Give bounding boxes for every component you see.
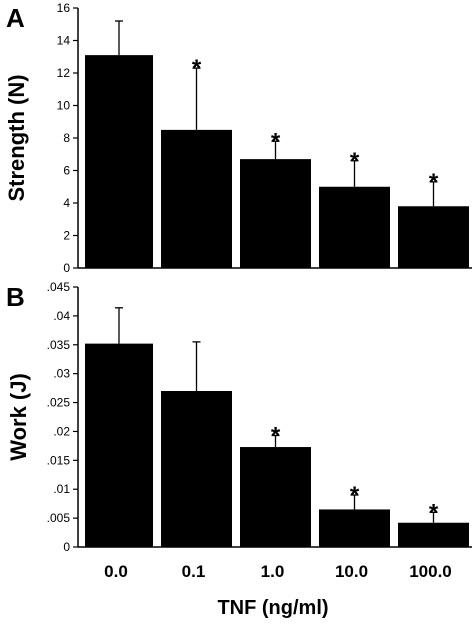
x-tick-label: 100.0 (409, 562, 452, 581)
significance-star: * (271, 128, 281, 155)
bar (161, 129, 232, 268)
significance-star: * (350, 482, 360, 509)
y-tick-label: 2 (63, 229, 70, 243)
y-tick-label: 0 (63, 261, 70, 275)
significance-star: * (192, 55, 202, 82)
bar (240, 159, 311, 268)
panel-label: A (6, 3, 25, 33)
y-tick-label: .025 (47, 396, 71, 410)
significance-star: * (350, 148, 360, 175)
y-tick-label: .005 (47, 511, 71, 525)
panel-a: A Strength (N) 0 2 4 6 8 10 12 14 16 * * * * (4, 1, 472, 275)
x-tick-label: 0.0 (104, 562, 128, 581)
y-axis-label: Strength (N) (4, 74, 29, 201)
y-tick-label: 14 (57, 34, 71, 48)
y-tick-label: .035 (47, 338, 71, 352)
x-tick-label: 0.1 (182, 562, 206, 581)
significance-star: * (271, 422, 281, 449)
y-tick-label: .015 (47, 453, 71, 467)
y-tick-label: .045 (47, 280, 71, 294)
y-tick-label: 12 (57, 66, 71, 80)
y-tick-label: 8 (63, 131, 70, 145)
bar (85, 343, 153, 547)
bar (161, 391, 232, 547)
bar (240, 447, 311, 547)
bar (398, 522, 469, 547)
panel-b: B Work (J) 0 .005 .01 .015 .02 .025 .03 .035 .04 .0… (6, 280, 472, 581)
x-tick-label: 10.0 (335, 562, 368, 581)
y-tick-label: 4 (63, 196, 70, 210)
bar (85, 55, 153, 268)
y-tick-label: 10 (57, 99, 71, 113)
y-tick-label: .04 (53, 309, 70, 323)
bar (319, 186, 390, 268)
x-tick-label: 1.0 (261, 562, 285, 581)
y-tick-label: 16 (57, 1, 71, 15)
y-tick-label: 0 (63, 540, 70, 554)
bar (398, 206, 469, 268)
y-tick-label: .02 (53, 424, 70, 438)
x-axis-label: TNF (ng/ml) (217, 597, 328, 619)
y-tick-label: .01 (53, 482, 70, 496)
panel-label: B (6, 282, 25, 312)
bar (319, 509, 390, 547)
y-axis-label: Work (J) (6, 373, 31, 461)
significance-star: * (429, 499, 439, 526)
y-tick-label: 6 (63, 164, 70, 178)
y-tick-label: .03 (53, 367, 70, 381)
significance-star: * (429, 169, 439, 196)
